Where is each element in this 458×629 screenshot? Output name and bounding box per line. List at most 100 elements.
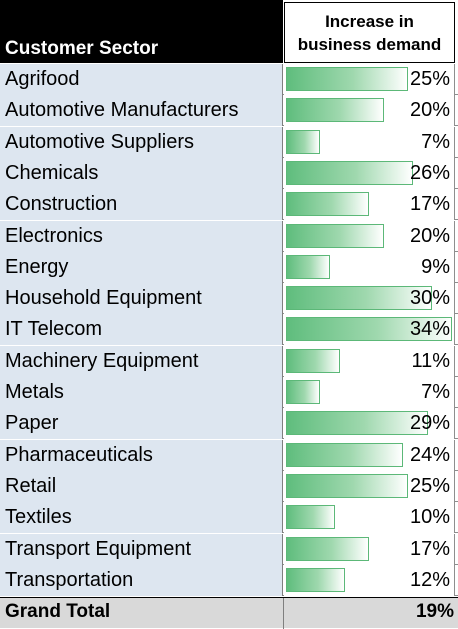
sector-label: Automotive Manufacturers (5, 99, 239, 122)
demand-column-header: Increase in business demand (284, 2, 455, 63)
demand-value-label: 7% (421, 130, 450, 153)
demand-value-label: 17% (409, 193, 450, 216)
data-bar (286, 567, 345, 592)
table-row: Electronics 20% (0, 220, 458, 252)
table-row: Metals 7% (0, 377, 458, 408)
demand-cell: 11% (284, 345, 455, 377)
sector-label: Chemicals (5, 161, 99, 184)
table-row: Chemicals 26% (0, 157, 458, 189)
grand-total-row: Grand Total 19% (0, 597, 458, 629)
table-row: Agrifood 25% (0, 64, 458, 95)
demand-cell: 25% (284, 470, 455, 502)
table-row: Energy 9% (0, 251, 458, 283)
sector-label: Metals (5, 381, 64, 403)
sector-cell: Agrifood (0, 64, 283, 95)
sector-label: Retail (5, 474, 57, 497)
sector-label: Automotive Suppliers (5, 130, 194, 153)
demand-value-label: 25% (409, 68, 450, 90)
demand-cell: 24% (284, 439, 455, 471)
sector-cell: Automotive Manufacturers (0, 95, 283, 127)
demand-value-label: 20% (409, 224, 450, 247)
demand-value-label: 24% (409, 443, 450, 466)
demand-cell: 34% (284, 314, 455, 346)
demand-header-line2: business demand (297, 35, 442, 54)
sector-label: Agrifood (5, 68, 80, 90)
sector-label: Household Equipment (5, 287, 202, 310)
demand-cell: 20% (284, 220, 455, 252)
sector-label: Transport Equipment (5, 537, 192, 560)
sector-cell: Machinery Equipment (0, 345, 283, 377)
sector-label: Construction (5, 193, 118, 216)
demand-value-label: 29% (409, 412, 450, 435)
demand-cell: 17% (284, 533, 455, 565)
demand-cell: 25% (284, 64, 455, 95)
sector-label: Pharmaceuticals (5, 443, 153, 466)
table-row: Household Equipment 30% (0, 283, 458, 315)
sector-cell: Retail (0, 470, 283, 502)
demand-value-label: 20% (409, 99, 450, 122)
data-bar (286, 286, 432, 311)
sector-cell: IT Telecom (0, 314, 283, 346)
sector-label: Energy (5, 255, 69, 278)
data-bar (286, 505, 335, 530)
data-bar (286, 160, 413, 185)
sector-label: Paper (5, 412, 59, 435)
demand-cell: 26% (284, 157, 455, 189)
column-divider (283, 598, 284, 629)
data-bar (286, 223, 384, 248)
demand-value-label: 34% (409, 318, 450, 341)
data-bar (286, 192, 369, 217)
demand-cell: 7% (284, 377, 455, 408)
sector-header-label: Customer Sector (5, 38, 159, 59)
data-bar (286, 98, 384, 123)
sector-cell: Construction (0, 189, 283, 221)
sector-label: IT Telecom (5, 318, 103, 341)
data-bar (286, 129, 320, 154)
table-row: Transportation 12% (0, 564, 458, 596)
sector-cell: Pharmaceuticals (0, 439, 283, 471)
sector-label: Textiles (5, 506, 72, 529)
table-row: Retail 25% (0, 470, 458, 502)
demand-value-label: 25% (409, 474, 450, 497)
sector-cell: Transportation (0, 564, 283, 596)
data-bar (286, 348, 340, 373)
sector-cell: Textiles (0, 502, 283, 534)
sector-cell: Energy (0, 251, 283, 283)
grand-total-label: Grand Total (5, 601, 111, 622)
table-header: Customer Sector Increase in business dem… (0, 0, 458, 63)
demand-cell: 10% (284, 502, 455, 534)
table-row: Transport Equipment 17% (0, 533, 458, 565)
table-row: IT Telecom 34% (0, 314, 458, 346)
demand-cell: 12% (284, 564, 455, 596)
table-row: Construction 17% (0, 189, 458, 221)
sector-label: Transportation (5, 568, 134, 591)
demand-value-label: 30% (409, 287, 450, 310)
data-bar (286, 254, 330, 279)
sector-cell: Automotive Suppliers (0, 126, 283, 158)
sector-cell: Chemicals (0, 157, 283, 189)
data-bar (286, 380, 320, 404)
table-row: Automotive Manufacturers 20% (0, 95, 458, 127)
grand-total-value: 19% (415, 601, 454, 622)
data-bar (286, 442, 403, 467)
table-row: Paper 29% (0, 408, 458, 440)
data-bar (286, 317, 452, 342)
demand-value-label: 9% (421, 255, 450, 278)
demand-cell: 17% (284, 189, 455, 221)
demand-cell: 29% (284, 408, 455, 440)
demand-value-label: 11% (411, 349, 450, 372)
table-row: Textiles 10% (0, 502, 458, 534)
demand-cell: 7% (284, 126, 455, 158)
sector-label: Electronics (5, 224, 103, 247)
demand-header-line1: Increase in (325, 12, 414, 31)
demand-value-label: 10% (409, 506, 450, 529)
data-bar (286, 536, 369, 561)
table-row: Machinery Equipment 11% (0, 345, 458, 377)
table-row: Pharmaceuticals 24% (0, 439, 458, 471)
sector-label: Machinery Equipment (5, 349, 199, 372)
data-bar (286, 411, 428, 436)
table-row: Automotive Suppliers 7% (0, 126, 458, 158)
demand-value-label: 7% (421, 381, 450, 403)
sector-column-header: Customer Sector (0, 0, 283, 63)
demand-value-label: 17% (409, 537, 450, 560)
